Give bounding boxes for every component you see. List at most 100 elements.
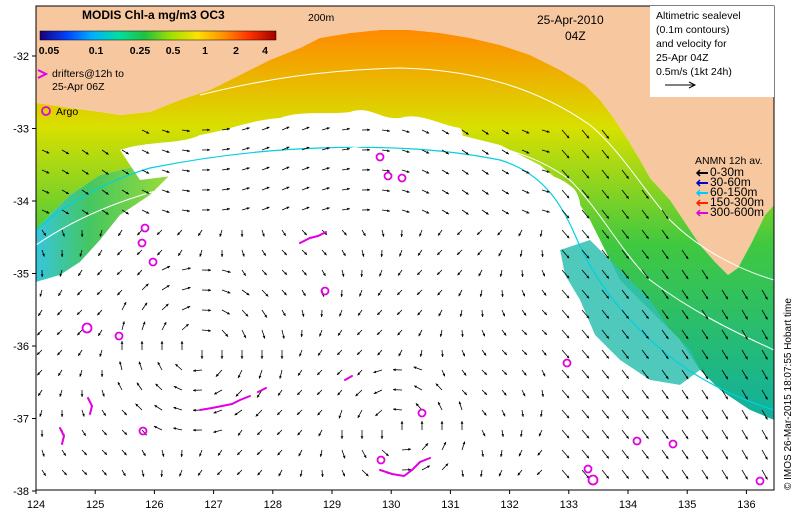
argo-float	[375, 152, 385, 162]
y-tick-label: -33	[13, 124, 29, 136]
argo-legend: Argo	[41, 106, 78, 118]
argo-float	[562, 358, 572, 368]
chlorophyll-offshore-patch	[36, 165, 170, 282]
argo-float	[148, 257, 158, 267]
argo-float	[417, 408, 427, 418]
drifter-track	[379, 457, 431, 478]
altimetry-line: (0.1m contours)	[656, 24, 730, 36]
chlorophyll-east-patch	[560, 240, 700, 385]
altimetry-legend: Altimetric sealevel (0.1m contours) and …	[650, 6, 774, 97]
x-tick-label: 128	[264, 499, 282, 511]
anmn-title: ANMN 12h av.	[695, 155, 763, 167]
y-tick-label: -38	[13, 486, 29, 498]
drifter-track	[199, 395, 251, 411]
x-tick-label: 130	[382, 499, 400, 511]
land-mass	[36, 6, 774, 275]
cloud-cover-3	[600, 395, 774, 490]
colorbar-ticks: 0.05 0.1 0.25 0.5 1 2 4	[39, 45, 268, 57]
isobath-200m	[36, 146, 774, 411]
x-tick-label: 136	[737, 499, 755, 511]
x-tick-label: 125	[86, 499, 104, 511]
colorbar-tick-label: 4	[262, 45, 268, 57]
altimetry-line: Altimetric sealevel	[656, 10, 741, 22]
drifter-track	[59, 427, 66, 445]
anmn-entry: 300-600m	[695, 205, 764, 219]
sealevel-contour-2	[199, 67, 774, 281]
drifters-line2: 25-Apr 06Z	[52, 81, 105, 93]
anmn-legend: ANMN 12h av. 0-30m30-60m60-150m150-300m3…	[695, 155, 764, 219]
drifters-line1: drifters@12h to	[52, 68, 124, 80]
colorbar-bar	[39, 30, 277, 41]
argo-float	[668, 439, 678, 449]
drifter-arrow-icon	[37, 69, 49, 79]
chlorophyll-coastal-band	[36, 30, 774, 420]
anmn-entry-label: 30-60m	[710, 175, 751, 189]
argo-float	[81, 322, 93, 334]
anmn-entry: 60-150m	[695, 185, 757, 199]
argo-float	[587, 474, 599, 486]
anmn-entry: 30-60m	[695, 175, 751, 189]
x-tick-label: 124	[27, 499, 45, 511]
colorbar-tick-label: 1	[202, 45, 208, 57]
drifter-track	[344, 375, 353, 381]
drifter-track	[299, 231, 327, 244]
argo-float	[376, 455, 386, 465]
argo-float	[137, 238, 147, 248]
anmn-entry-label: 300-600m	[710, 205, 764, 219]
x-tick-label: 134	[619, 499, 637, 511]
date-line2: 04Z	[565, 29, 586, 43]
anmn-entry-label: 0-30m	[710, 165, 744, 179]
altimetry-line: and velocity for	[656, 38, 727, 50]
argo-label: Argo	[56, 106, 78, 118]
sealevel-contour	[36, 138, 774, 351]
altimetry-legend-box	[650, 6, 774, 97]
drifter-tracks	[59, 231, 431, 478]
argo-float	[397, 173, 407, 183]
y-tick-label: -35	[13, 269, 29, 281]
argo-floats	[81, 152, 765, 486]
credit: © IMOS 26-Mar-2015 18:07:55 Hobart time	[783, 298, 794, 490]
y-tick-label: -32	[13, 51, 29, 63]
x-tick-label: 132	[500, 499, 518, 511]
altimetry-line: 0.5m/s (1kt 24h)	[656, 66, 732, 78]
colorbar-tick-label: 0.1	[89, 45, 104, 57]
argo-float	[138, 426, 148, 436]
cloud-cover	[120, 110, 463, 180]
argo-float	[632, 436, 642, 446]
altimetry-line: 25-Apr 04Z	[656, 52, 709, 64]
y-tick-label: -34	[13, 196, 29, 208]
colorbar-title: MODIS Chl-a mg/m3 OC3	[82, 8, 225, 22]
anmn-entry-label: 60-150m	[710, 185, 757, 199]
x-tick-label: 133	[560, 499, 578, 511]
colorbar: MODIS Chl-a mg/m3 OC3 0.05 0.1 0.25 0.5 1 2 4	[39, 8, 277, 57]
argo-float	[320, 286, 330, 296]
y-tick-label: -37	[13, 414, 29, 426]
x-tick-label: 129	[323, 499, 341, 511]
x-axis: 124 125 126 127 128 129 130 131 132 133 134 135 136	[27, 490, 756, 511]
plot-frame	[35, 5, 775, 491]
drifter-track	[87, 397, 94, 415]
x-tick-label: 135	[678, 499, 696, 511]
y-tick-label: -36	[13, 341, 29, 353]
anmn-entry: 150-300m	[695, 195, 764, 209]
x-tick-label: 131	[441, 499, 459, 511]
argo-float	[583, 464, 593, 474]
y-axis: -32 -33 -34 -35 -36 -37 -38	[13, 51, 36, 498]
argo-float	[114, 331, 124, 341]
argo-float	[140, 223, 150, 233]
colorbar-tick-label: 2	[233, 45, 239, 57]
x-tick-label: 126	[145, 499, 163, 511]
date-line1: 25-Apr-2010	[537, 13, 604, 27]
reference-arrow-icon	[665, 81, 697, 89]
argo-float	[383, 171, 393, 181]
isobath-label: 200m	[308, 12, 335, 24]
colorbar-tick-label: 0.05	[39, 45, 60, 57]
anmn-entry: 0-30m	[695, 165, 744, 179]
colorbar-tick-label: 0.25	[130, 45, 151, 57]
argo-float	[755, 476, 765, 486]
argo-circle-icon	[41, 106, 51, 116]
anmn-entry-label: 150-300m	[710, 195, 764, 209]
velocity-arrows	[36, 126, 768, 480]
